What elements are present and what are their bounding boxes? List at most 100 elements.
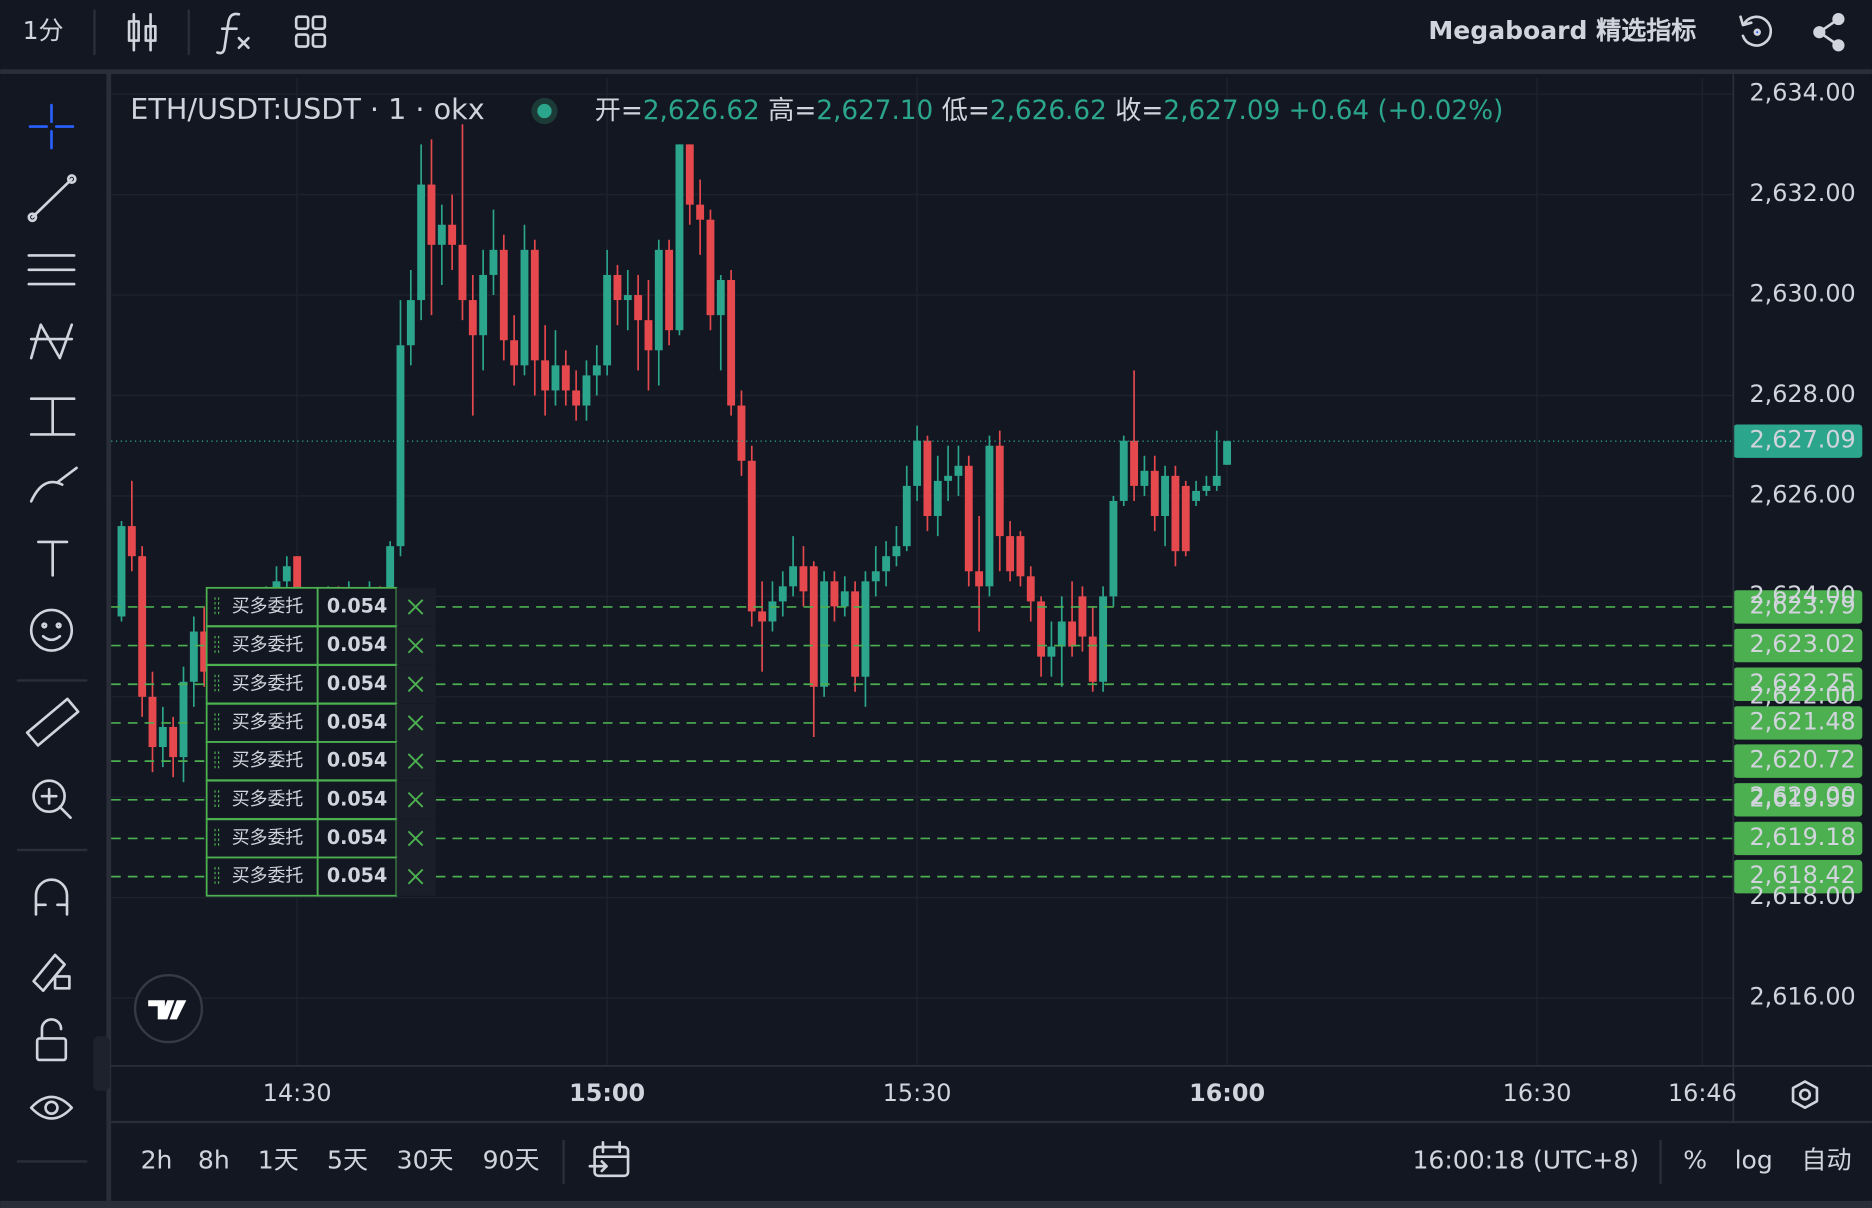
replay-button[interactable] bbox=[1739, 15, 1773, 47]
candle-body bbox=[200, 631, 209, 672]
candle-body bbox=[665, 249, 674, 331]
y-tick-label: 2,618.00 bbox=[1749, 882, 1855, 910]
close-value: 2,627.09 bbox=[1163, 96, 1280, 126]
indicators-menu[interactable]: Megaboard 精选指标 bbox=[1428, 16, 1696, 45]
clock: 16:00:18 (UTC+8) bbox=[1412, 1145, 1639, 1174]
order-qty: 0.054 bbox=[327, 749, 387, 772]
candle-body bbox=[727, 279, 736, 406]
candle-body bbox=[1212, 475, 1221, 486]
order-price-label: 2,623.02 bbox=[1749, 630, 1855, 658]
candle-body bbox=[1140, 470, 1149, 486]
candle-body bbox=[148, 696, 157, 748]
drawing-tools[interactable] bbox=[25, 103, 80, 1120]
candles bbox=[117, 124, 1232, 783]
last-price-label: 2,627.09 bbox=[1749, 426, 1855, 454]
candle-body bbox=[510, 340, 519, 366]
candle-body bbox=[189, 631, 198, 682]
candle-body bbox=[1068, 621, 1077, 647]
candle-body bbox=[1037, 601, 1046, 657]
change-value: +0.64 (+0.02%) bbox=[1289, 96, 1504, 126]
order-name-box[interactable] bbox=[205, 664, 319, 705]
candle-body bbox=[716, 279, 725, 316]
candle-body bbox=[551, 365, 560, 391]
y-tick-label: 2,620.00 bbox=[1749, 782, 1855, 810]
candle-body bbox=[644, 320, 653, 351]
order-price-label: 2,618.42 bbox=[1749, 861, 1855, 889]
candle-body bbox=[427, 184, 436, 245]
candle-body bbox=[396, 345, 405, 547]
indicators-button[interactable] bbox=[216, 12, 250, 55]
order-name-box[interactable] bbox=[205, 702, 319, 743]
candle-body bbox=[840, 591, 849, 607]
high-value: 2,627.10 bbox=[816, 96, 933, 126]
auto-button[interactable]: 自动 bbox=[1801, 1145, 1851, 1174]
order-price-tag bbox=[1733, 821, 1863, 856]
order-qty: 0.054 bbox=[327, 710, 387, 733]
order-qty-box[interactable] bbox=[316, 625, 398, 666]
collapse-toolbar[interactable] bbox=[93, 1036, 110, 1092]
candle-body bbox=[778, 586, 787, 602]
order-qty-box[interactable] bbox=[316, 664, 398, 705]
candle-body bbox=[799, 566, 808, 592]
percent-button[interactable]: % bbox=[1683, 1145, 1707, 1174]
close-label: 收= bbox=[1115, 96, 1163, 126]
candle-body bbox=[737, 405, 746, 461]
log-button[interactable]: log bbox=[1735, 1145, 1773, 1174]
order-qty-box[interactable] bbox=[316, 702, 398, 743]
order-name-box[interactable] bbox=[205, 818, 319, 859]
x-tick-label: 16:46 bbox=[1668, 1079, 1737, 1107]
last-price-tag bbox=[1733, 424, 1863, 458]
top-toolbar bbox=[0, 0, 1872, 70]
order-name-box[interactable] bbox=[205, 586, 319, 627]
settings-button[interactable] bbox=[1791, 1080, 1819, 1110]
candle-body bbox=[592, 365, 601, 376]
order-qty-box[interactable] bbox=[316, 586, 398, 627]
order-price-label: 2,623.79 bbox=[1749, 591, 1855, 619]
range-button[interactable]: 5天 bbox=[327, 1145, 368, 1174]
candle-body bbox=[169, 726, 178, 758]
order-price-tag bbox=[1733, 744, 1863, 778]
candle-body bbox=[479, 274, 488, 336]
range-button[interactable]: 1天 bbox=[258, 1145, 299, 1174]
x-tick-label: 14:30 bbox=[263, 1079, 332, 1107]
candle-body bbox=[158, 726, 167, 748]
order-cancel-icon bbox=[407, 637, 424, 654]
order-name: 买多委托 bbox=[232, 750, 304, 771]
candle-body bbox=[830, 581, 839, 607]
chart-type-button[interactable] bbox=[127, 13, 157, 52]
drag-handle bbox=[214, 867, 220, 887]
interval-button[interactable]: 1分 bbox=[23, 16, 64, 45]
x-tick-label: 15:30 bbox=[883, 1079, 952, 1107]
order-qty-box[interactable] bbox=[316, 818, 398, 859]
candle-body bbox=[406, 300, 415, 346]
layout-button[interactable] bbox=[294, 15, 327, 48]
candle-body bbox=[851, 591, 860, 677]
drag-handle bbox=[214, 674, 220, 694]
status-dot bbox=[537, 103, 552, 119]
candle-body bbox=[654, 249, 663, 351]
order-name: 买多委托 bbox=[232, 712, 304, 733]
range-button[interactable]: 30天 bbox=[397, 1145, 454, 1174]
candle-body bbox=[572, 390, 581, 406]
candle-body bbox=[1088, 636, 1097, 682]
overlay: 2,627.09 买多委托 0.054 2,623.79 买多委托 0.054 2,623.… bbox=[111, 424, 1863, 897]
y-tick-label: 2,626.00 bbox=[1749, 480, 1855, 508]
ohlc-legend: 开=2,626.62 高=2,627.10 低=2,626.62 收=2,627… bbox=[595, 96, 1504, 126]
share-button[interactable] bbox=[1813, 13, 1845, 52]
order-qty: 0.054 bbox=[327, 594, 387, 617]
candle-body bbox=[820, 581, 829, 687]
range-button[interactable]: 90天 bbox=[483, 1145, 540, 1174]
candle-body bbox=[871, 571, 880, 582]
drag-handle bbox=[214, 636, 220, 656]
low-label: 低= bbox=[942, 96, 990, 126]
goto-date-button[interactable] bbox=[588, 1141, 630, 1178]
range-button[interactable]: 2h bbox=[141, 1145, 173, 1174]
order-price-tag bbox=[1733, 859, 1863, 894]
range-button[interactable]: 8h bbox=[198, 1145, 230, 1174]
bottom-edge bbox=[0, 1200, 1872, 1208]
y-tick-label: 2,632.00 bbox=[1749, 179, 1855, 207]
order-qty: 0.054 bbox=[327, 864, 387, 887]
y-tick-label: 2,622.00 bbox=[1749, 681, 1855, 709]
candle-body bbox=[386, 546, 395, 612]
order-name-box[interactable] bbox=[205, 625, 319, 666]
